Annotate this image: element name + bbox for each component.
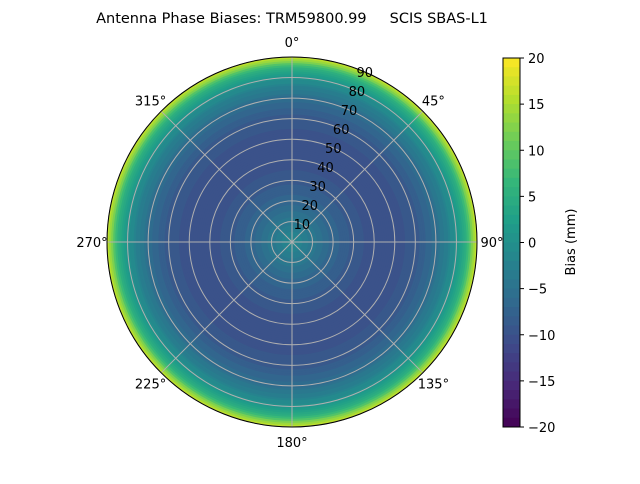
- radial-tick-label: 60: [333, 123, 350, 138]
- colorbar-segment: [503, 168, 520, 179]
- colorbar-segment: [503, 94, 520, 105]
- radial-tick-labels: 10 20 30 40 50 60 70 80 90: [294, 66, 373, 233]
- colorbar-tick-label: −5: [528, 283, 547, 298]
- colorbar-segment: [503, 196, 520, 207]
- colorbar-segment: [503, 76, 520, 87]
- colorbar-segment: [503, 150, 520, 160]
- radial-tick-label: 30: [309, 180, 326, 195]
- colorbar-segment: [503, 233, 520, 243]
- colorbar-segment: [503, 270, 520, 280]
- colorbar-segment: [503, 187, 520, 197]
- colorbar-label: Bias (mm): [564, 209, 579, 276]
- angular-tick-label: 180°: [276, 436, 307, 451]
- angular-tick-label: 135°: [418, 377, 449, 392]
- radial-tick-label: 90: [357, 66, 374, 81]
- colorbar-segment: [503, 113, 520, 124]
- colorbar-segment: [503, 58, 520, 68]
- colorbar-segment: [503, 297, 520, 308]
- colorbar-segment: [503, 279, 520, 290]
- colorbar-segment: [503, 122, 520, 133]
- colorbar-segment: [503, 214, 520, 225]
- colorbar-segment: [503, 67, 520, 77]
- colorbar-tick-label: 20: [528, 52, 545, 67]
- colorbar-segment: [503, 316, 520, 327]
- angular-tick-labels: 0° 45° 90° 135° 180° 225° 270° 315°: [76, 36, 503, 451]
- colorbar-segment: [503, 205, 520, 216]
- colorbar-segment: [503, 380, 520, 391]
- colorbar-segment: [503, 251, 520, 262]
- colorbar-tick-label: −20: [528, 421, 555, 436]
- radial-tick-label: 40: [317, 161, 334, 176]
- angular-tick-label: 225°: [135, 377, 166, 392]
- colorbar-segment: [503, 353, 520, 363]
- colorbar-segment: [503, 288, 520, 299]
- colorbar-segment: [503, 334, 520, 345]
- colorbar-segment: [503, 399, 520, 410]
- colorbar-segment: [503, 417, 520, 428]
- colorbar-tick-label: 10: [528, 144, 545, 159]
- radial-tick-label: 80: [349, 85, 366, 100]
- colorbar-tick-label: −15: [528, 375, 555, 390]
- colorbar-segment: [503, 242, 520, 253]
- colorbar-segment: [503, 260, 520, 271]
- radial-tick-label: 20: [301, 199, 318, 214]
- angular-tick-label: 90°: [480, 236, 503, 251]
- colorbar-segment: [503, 343, 520, 354]
- colorbar-segment: [503, 224, 520, 234]
- colorbar-segment: [503, 159, 520, 170]
- colorbar-segment: [503, 307, 520, 317]
- angular-gridline: [160, 110, 424, 374]
- colorbar-segment: [503, 408, 520, 419]
- colorbar-tick-label: −10: [528, 329, 555, 344]
- colorbar: [503, 58, 520, 428]
- radial-tick-label: 10: [294, 218, 311, 233]
- colorbar-segment: [503, 141, 520, 151]
- colorbar-ticks: 20 15 10 5 0 −5 −10 −15 −20: [520, 52, 555, 436]
- colorbar-tick-label: 5: [528, 190, 536, 205]
- angular-tick-label: 45°: [422, 95, 445, 110]
- colorbar-segment: [503, 325, 520, 336]
- radial-tick-label: 50: [325, 142, 342, 157]
- colorbar-segment: [503, 371, 520, 382]
- angular-tick-label: 315°: [135, 95, 166, 110]
- radial-tick-label: 70: [341, 104, 358, 119]
- polar-frame: [106, 56, 478, 428]
- colorbar-tick-label: 15: [528, 98, 545, 113]
- colorbar-segment: [503, 85, 520, 96]
- colorbar-segment: [503, 104, 520, 114]
- colorbar-tick-label: 0: [528, 237, 536, 252]
- polar-grid: [106, 56, 478, 428]
- angular-tick-label: 270°: [76, 236, 107, 251]
- colorbar-segment: [503, 131, 520, 142]
- colorbar-segment: [503, 390, 520, 400]
- angular-tick-label: 0°: [285, 36, 300, 51]
- chart-title: Antenna Phase Biases: TRM59800.99 SCIS S…: [96, 11, 488, 27]
- colorbar-segment: [503, 177, 520, 188]
- colorbar-segment: [503, 362, 520, 373]
